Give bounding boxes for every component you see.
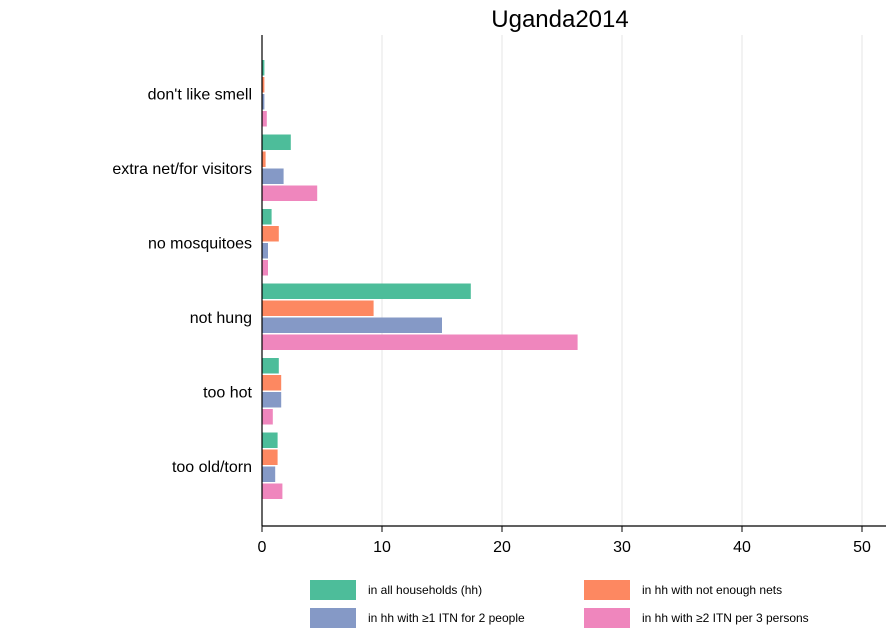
legend-swatch [310,580,356,600]
bars [262,60,578,499]
x-tick-label: 20 [493,539,511,556]
bar [262,209,272,225]
bar [262,94,265,110]
bar [262,300,374,316]
category-label: don't like smell [148,86,252,103]
x-tick-label: 50 [853,539,871,556]
legend-swatch [584,608,630,628]
bar [262,260,268,276]
bar [262,358,279,374]
bar [262,77,265,93]
legend-swatch [310,608,356,628]
bar [262,334,578,350]
bar [262,168,284,184]
axes [261,35,886,532]
legend-label: in hh with ≥1 ITN for 2 people [368,611,525,625]
bar [262,185,318,201]
bar [262,483,283,499]
bar [262,283,471,299]
bar [262,432,278,448]
legend-swatch [584,580,630,600]
bar [262,392,282,408]
bar [262,151,266,167]
bar [262,111,267,127]
legend-label: in all households (hh) [368,583,482,597]
category-label: no mosquitoes [148,235,252,252]
legend: in all households (hh) in hh with not eno… [310,580,809,628]
x-tick-label: 0 [258,539,267,556]
category-label: too hot [203,384,252,401]
legend-label: in hh with not enough nets [642,583,782,597]
category-label: too old/torn [172,459,252,476]
bar [262,375,282,391]
x-tick-label: 40 [733,539,751,556]
legend-label: in hh with ≥2 ITN per 3 persons [642,611,809,625]
bar [262,449,278,465]
gridlines [381,35,863,526]
bar [262,226,279,242]
bar [262,466,276,482]
x-tick-labels: 0 10 20 30 40 50 [258,539,871,556]
bar [262,134,291,150]
bar [262,60,265,76]
category-label: extra net/for visitors [112,161,252,178]
chart-title: Uganda2014 [491,6,628,33]
category-label: not hung [190,310,252,327]
bar [262,243,268,259]
x-tick-label: 10 [373,539,391,556]
x-tick-label: 30 [613,539,631,556]
category-labels: don't like smell extra net/for visitors no… [112,86,252,476]
bar [262,317,442,333]
bar [262,409,273,425]
